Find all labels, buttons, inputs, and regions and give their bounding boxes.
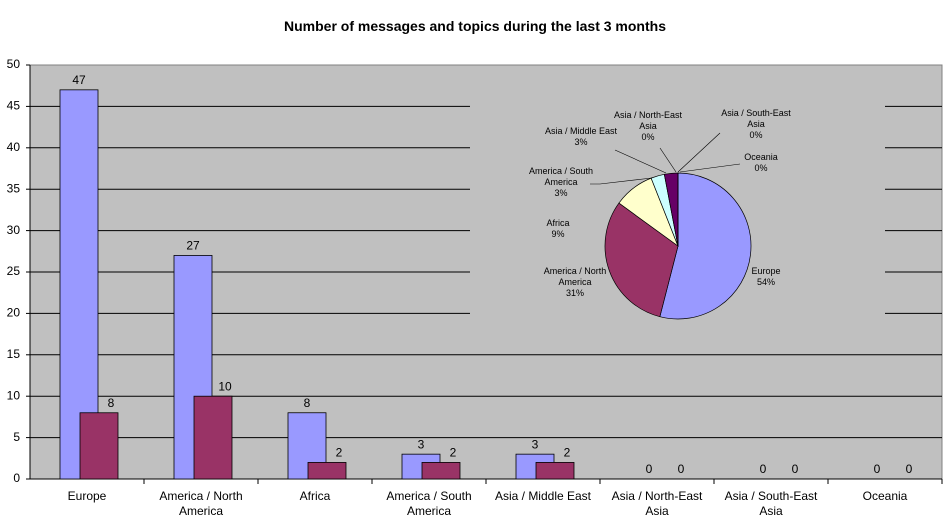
y-tick-label: 50 (7, 57, 21, 71)
x-tick-label: Oceania (831, 489, 939, 504)
leader-line (659, 147, 677, 173)
x-tick-label-text: Asia / North-East Asia (611, 489, 703, 518)
pie-label-category: Asia / South-East Asia (721, 108, 791, 129)
x-tick-label-text: Europe (67, 489, 107, 503)
value-label: 0 (760, 462, 767, 476)
pie-label: America / North America 31% (540, 266, 610, 299)
bar (535, 462, 575, 480)
pie-label: Oceania 0% (736, 152, 786, 174)
x-tick-label-text: America / North America (159, 489, 243, 518)
leader-lines (590, 132, 741, 185)
pie-label: Asia / South-East Asia 0% (716, 108, 796, 141)
y-tick-label: 45 (7, 99, 21, 113)
value-label: 10 (218, 379, 232, 393)
pie-slice (604, 202, 679, 318)
x-tick-label: America / North America (147, 489, 255, 519)
pie-label-category: America / South America (528, 166, 594, 187)
value-label: 0 (646, 462, 653, 476)
value-label: 2 (450, 446, 457, 460)
bar (79, 412, 119, 480)
pie-label: Asia / Middle East 3% (541, 126, 621, 148)
bar (193, 395, 233, 480)
value-label: 0 (906, 462, 913, 476)
leader-line (677, 132, 721, 173)
x-tick-label-text: America / South America (386, 489, 472, 518)
y-tick-label: 10 (7, 388, 21, 402)
pie-label-value: 54% (756, 277, 775, 287)
pie-label-value: 3% (554, 188, 568, 198)
pie-label-category: Asia / North-East Asia (613, 110, 683, 131)
x-tick-label-text: Africa (299, 489, 331, 503)
pie-label-category: Asia / Middle East (544, 126, 618, 136)
y-tick-label: 5 (13, 430, 20, 444)
bar (307, 462, 347, 480)
value-label: 0 (678, 462, 685, 476)
x-tick-label: Europe (33, 489, 141, 504)
pie-label-category: Africa (546, 218, 570, 228)
pie-label-value: 31% (565, 288, 584, 298)
y-tick-label: 40 (7, 140, 21, 154)
leader-line (590, 177, 653, 185)
value-label: 27 (186, 239, 200, 253)
chart-title: Number of messages and topics during the… (284, 18, 666, 34)
leader-line (679, 163, 741, 173)
x-tick-label: Africa (261, 489, 369, 504)
value-label: 47 (72, 73, 86, 87)
pie-label-category: Europe (751, 266, 781, 276)
pie-label: Europe 54% (741, 266, 791, 288)
pie-label: America / South America 3% (521, 166, 601, 199)
y-tick-label: 0 (13, 471, 20, 485)
y-tick-label: 15 (7, 347, 21, 361)
pie-label: Africa 9% (538, 218, 578, 240)
x-tick-label: Asia / North-East Asia (603, 489, 711, 519)
x-tick-label: America / South America (375, 489, 483, 519)
pie-label-category: Oceania (744, 152, 778, 162)
y-tick-label: 25 (7, 264, 21, 278)
x-tick-label-text: Asia / South-East Asia (724, 489, 818, 518)
bar (421, 462, 461, 480)
value-label: 2 (336, 446, 343, 460)
y-tick-label: 35 (7, 181, 21, 195)
value-label: 2 (564, 446, 571, 460)
value-label: 8 (108, 396, 115, 410)
leader-line (614, 149, 667, 174)
value-label: 3 (532, 437, 539, 451)
pie-slice (659, 172, 752, 320)
pie-label-value: 0% (641, 132, 655, 142)
x-tick-label: Asia / South-East Asia (717, 489, 825, 519)
y-tick-label: 30 (7, 223, 21, 237)
pie-label-category: America / North America (543, 266, 607, 287)
y-tick-label: 20 (7, 306, 21, 320)
pie-label-value: 9% (551, 229, 565, 239)
x-tick-label-text: Oceania (862, 489, 908, 503)
pie-label-value: 0% (754, 163, 768, 173)
x-tick-label-text: Asia / Middle East (494, 489, 592, 503)
value-label: 0 (874, 462, 881, 476)
x-tick-label: Asia / Middle East (489, 489, 597, 504)
pie-label-value: 3% (574, 137, 588, 147)
pie-label-value: 0% (749, 130, 763, 140)
value-label: 0 (792, 462, 799, 476)
value-label: 3 (418, 437, 425, 451)
value-label: 8 (304, 396, 311, 410)
pie-label: Asia / North-East Asia 0% (613, 110, 683, 143)
